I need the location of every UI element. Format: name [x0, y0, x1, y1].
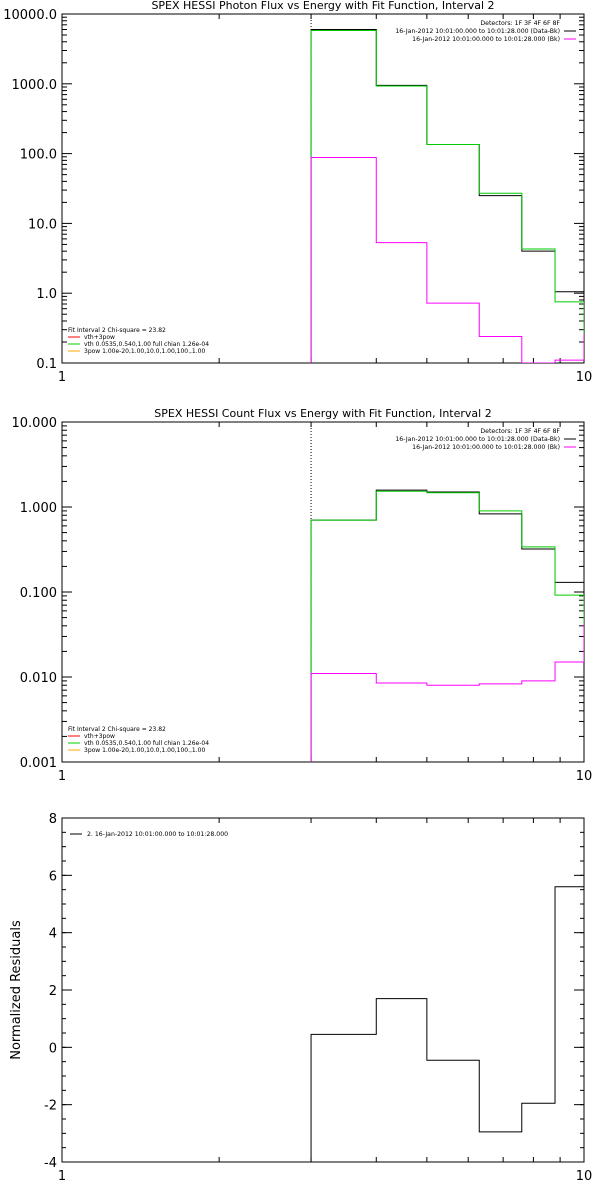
panel-0-ytick-label: 0.1 [36, 357, 57, 372]
panel-1-legend-top-2: 16-Jan-2012 10:01:00.000 to 10:01:28.000… [412, 444, 560, 451]
panel-2-legend-top-0: 2. 16-Jan-2012 10:01:00.000 to 10:01:28.… [87, 831, 228, 838]
panel-1-ytick-label: 1.000 [20, 501, 57, 516]
panel-1-legend-top-1: 16-Jan-2012 10:01:00.000 to 10:01:28.000… [395, 436, 560, 443]
panel-1-title: SPEX HESSI Count Flux vs Energy with Fit… [154, 407, 491, 420]
panel-0-legend-bottom-3: 3pow 1.00e-20,1.00,10.0,1.00,100.,1.00 [84, 348, 205, 355]
panel-0-legend-top-0: Detectors: 1F 3F 4F 6F 8F [480, 20, 560, 27]
panel-2-ylabel: Normalized Residuals [9, 920, 24, 1060]
panel-1-legend-bottom-3: 3pow 1.00e-20,1.00,10.0,1.00,100.,1.00 [84, 747, 205, 754]
panel-1-legend-bottom-1: vth+3pow [84, 733, 115, 740]
panel-0-ytick-label: 1000.0 [12, 78, 58, 93]
panel-2-series-residuals-line [310, 845, 584, 1162]
panel-0-ytick-label: 10.0 [28, 217, 57, 232]
panel-0-ytick-label: 1.0 [36, 287, 57, 302]
panel-1-series-bk [310, 624, 584, 762]
panel-0-series-data-line [310, 28, 584, 363]
panel-2-ytick-label: 2 [49, 984, 57, 999]
panel-0-legend-bottom-0: Fit Interval 2 Chi-square = 23.82 [68, 327, 166, 334]
panel-0-series-fit [310, 30, 584, 363]
panel-1-legend-bottom-0: Fit Interval 2 Chi-square = 23.82 [68, 726, 166, 733]
panel-1-ytick-label: 0.001 [20, 756, 57, 771]
panel-0-legend-bottom-2: vth 0.0535,0.540,1.00 full chian 1.26e-0… [84, 341, 209, 348]
panel-2-xtick-label: 10 [576, 1169, 593, 1184]
panel-1-series-bk-line [310, 624, 584, 762]
panel-2-ytick-label: 8 [49, 812, 57, 827]
panel-1-legend-bottom-2: vth 0.0535,0.540,1.00 full chian 1.26e-0… [84, 740, 209, 747]
panel-2-series-residuals [310, 845, 584, 1162]
panel-1-legend-top-0: Detectors: 1F 3F 4F 6F 8F [480, 428, 560, 435]
panel-1-series-data-line [310, 489, 584, 762]
panel-1-ytick-label: 0.100 [20, 586, 57, 601]
panel-0-title: SPEX HESSI Photon Flux vs Energy with Fi… [151, 0, 494, 12]
panel-0-legend-top-2: 16-Jan-2012 10:01:00.000 to 10:01:28.000… [412, 36, 560, 43]
panel-0-xtick-label: 10 [576, 370, 593, 385]
panel-2-xtick-label: 1 [58, 1169, 66, 1184]
panel-2-ytick-label: -2 [44, 1099, 57, 1114]
panel-1-series-data [310, 489, 584, 762]
panel-1-ytick-label: 0.010 [20, 671, 57, 686]
panel-0-frame [61, 13, 585, 364]
panel-2-ytick-label: 4 [49, 927, 57, 942]
panel-0-ytick-label: 100.0 [20, 148, 57, 163]
panel-0-legend-bottom-1: vth+3pow [84, 334, 115, 341]
panel-1-xtick-label: 10 [576, 769, 593, 784]
panel-2-ytick-label: 6 [49, 869, 57, 884]
panel-1-xtick-label: 1 [58, 769, 66, 784]
panel-0-legend-top-1: 16-Jan-2012 10:01:00.000 to 10:01:28.000… [395, 28, 560, 35]
panel-1-series-fit-line [310, 490, 584, 762]
panel-0-series-bk [310, 156, 584, 363]
panel-0-series-fit-line [310, 30, 584, 363]
panel-0-xtick-label: 1 [58, 370, 66, 385]
panel-0-ytick-label: 10000.0 [3, 8, 57, 23]
panel-1-series-fit [310, 490, 584, 762]
panel-0-series-data [310, 28, 584, 363]
panel-0-series-bk-line [310, 156, 584, 363]
panel-1-ytick-label: 10.000 [12, 416, 58, 431]
panel-1-frame [61, 421, 585, 763]
panel-2-ytick-label: -4 [44, 1156, 57, 1171]
panel-2-ytick-label: 0 [49, 1041, 57, 1056]
panel-2-frame [61, 817, 585, 1163]
